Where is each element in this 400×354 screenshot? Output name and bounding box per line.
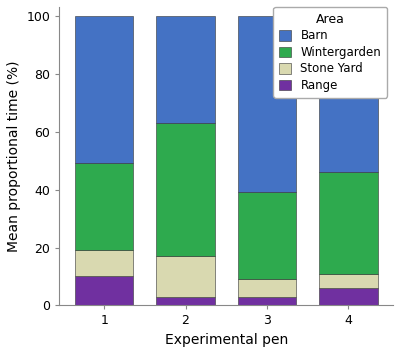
Bar [156,297,215,306]
Bar [156,16,215,123]
Bar [75,16,134,164]
Y-axis label: Mean proportional time (%): Mean proportional time (%) [7,61,21,252]
Bar [156,256,215,297]
Bar [238,297,296,306]
Bar [238,16,296,193]
Bar [75,250,134,276]
Bar [238,279,296,297]
Bar [319,16,378,172]
Bar [75,276,134,306]
Bar [156,123,215,256]
Bar [319,172,378,274]
X-axis label: Experimental pen: Experimental pen [165,333,288,347]
Bar [238,193,296,279]
Bar [75,164,134,250]
Legend: Barn, Wintergarden, Stone Yard, Range: Barn, Wintergarden, Stone Yard, Range [273,7,387,98]
Bar [319,288,378,306]
Bar [319,274,378,288]
